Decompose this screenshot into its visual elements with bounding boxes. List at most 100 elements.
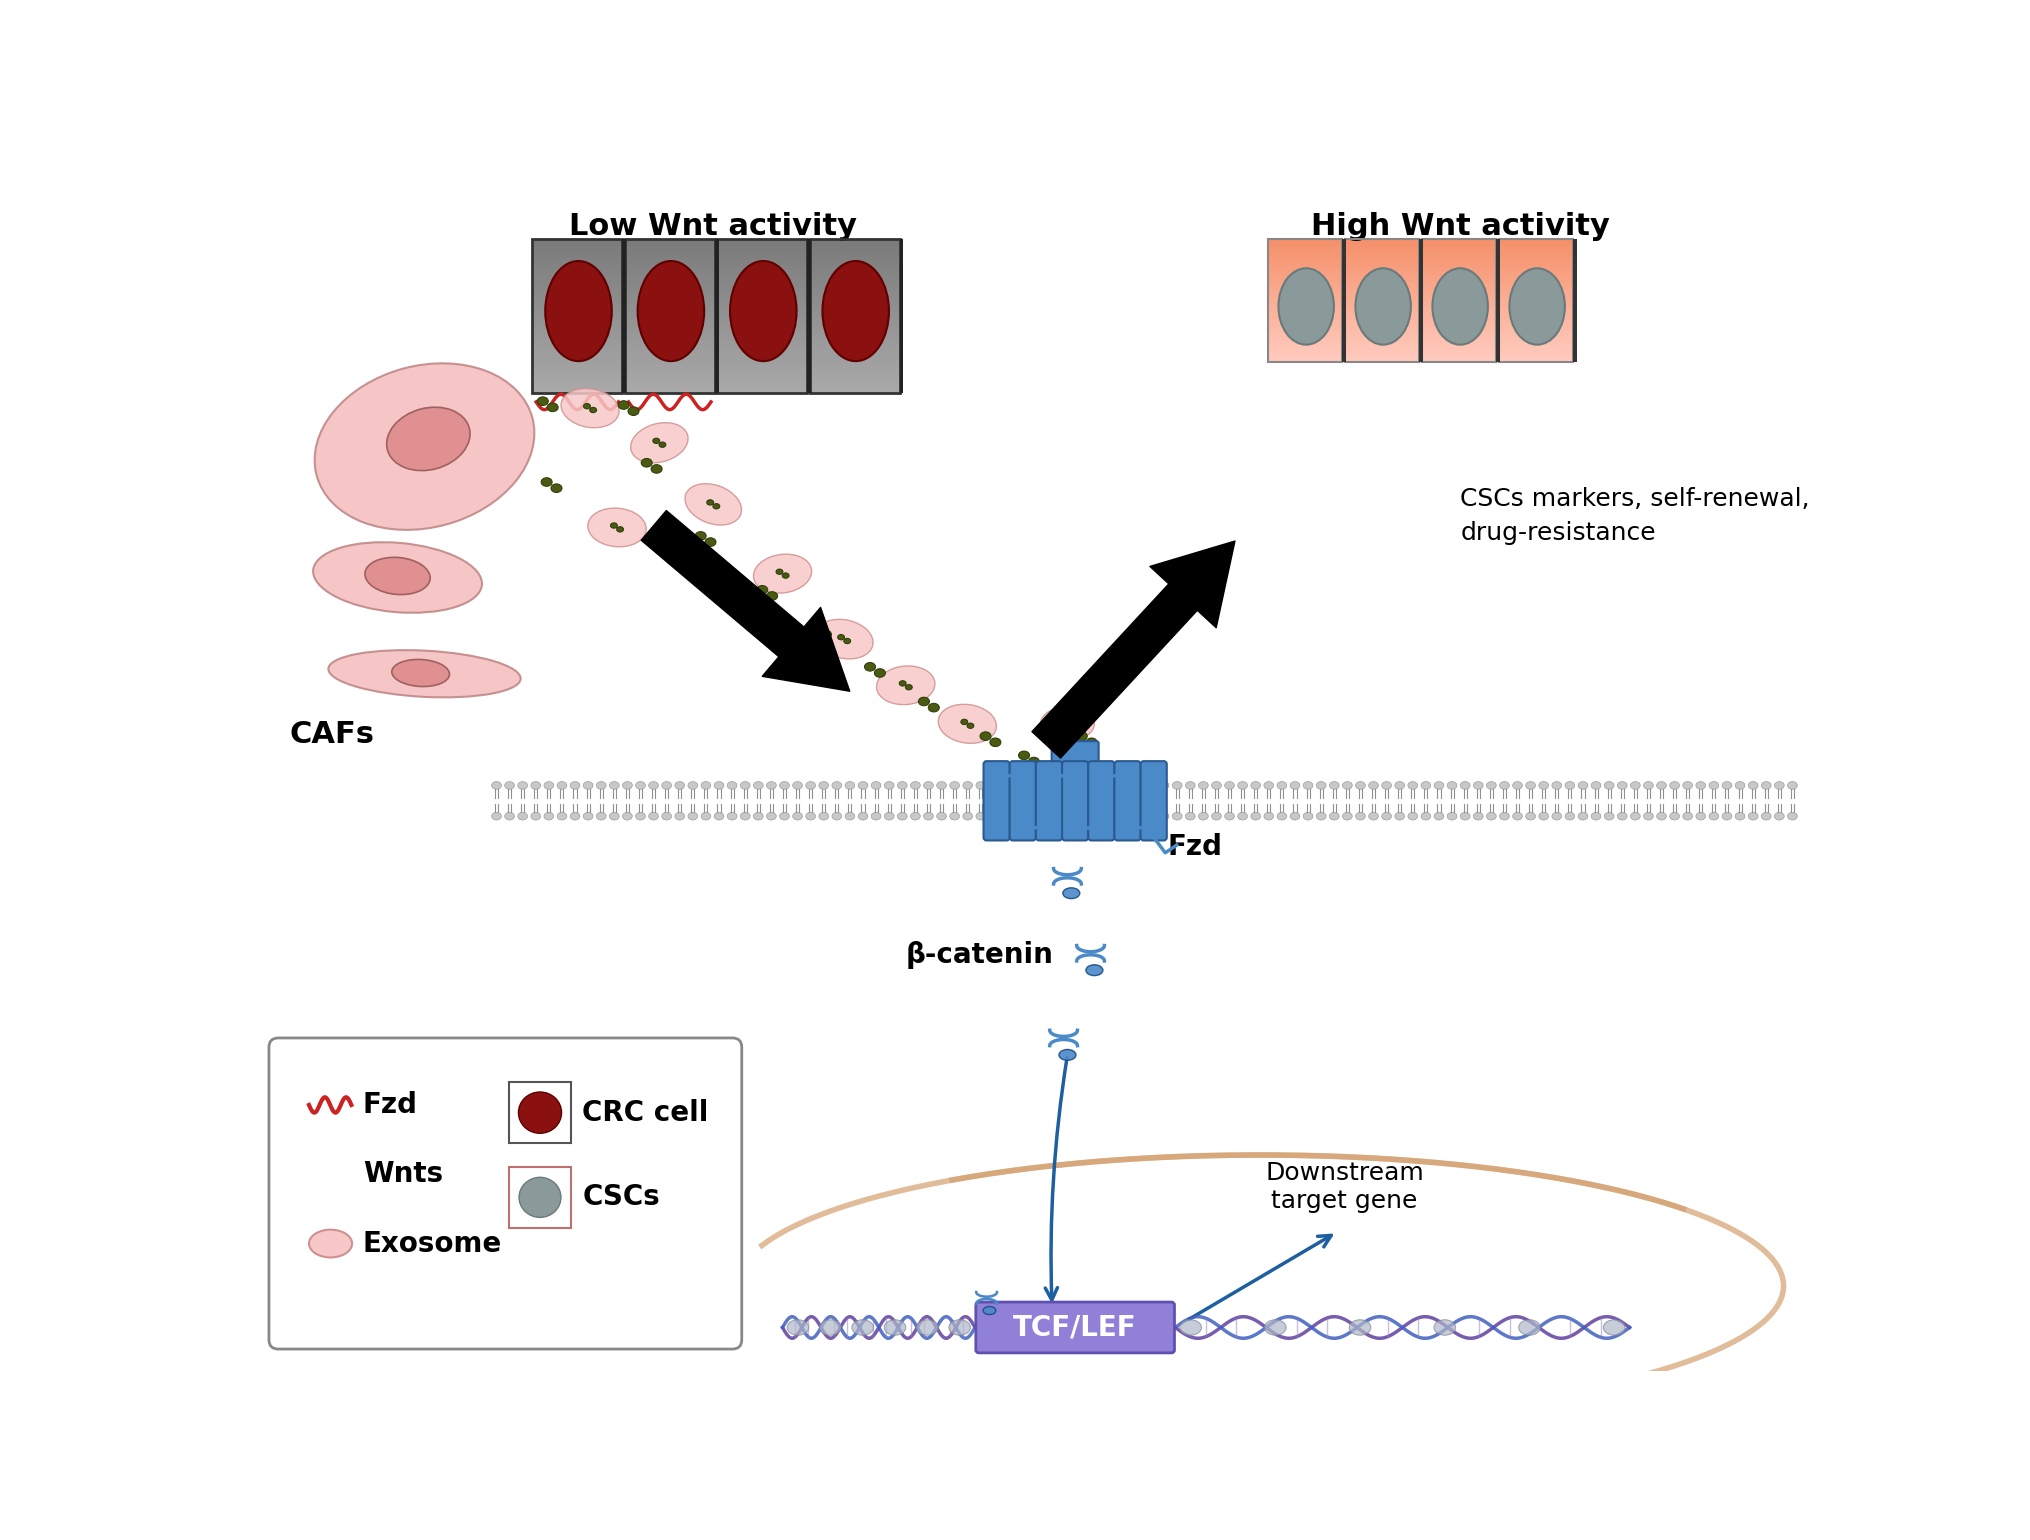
Ellipse shape	[1577, 812, 1587, 819]
Ellipse shape	[1498, 781, 1508, 788]
Bar	[717, 371, 806, 374]
Bar	[1421, 251, 1496, 254]
Bar	[510, 1140, 570, 1141]
Bar	[625, 331, 715, 334]
Bar	[810, 306, 899, 310]
Ellipse shape	[989, 781, 999, 788]
Bar	[810, 328, 899, 331]
Ellipse shape	[810, 624, 822, 633]
Bar	[625, 356, 715, 359]
Ellipse shape	[1486, 812, 1496, 819]
Bar	[1344, 239, 1419, 242]
Bar	[1498, 280, 1573, 283]
Ellipse shape	[540, 477, 552, 487]
Ellipse shape	[1303, 781, 1311, 788]
Bar	[810, 273, 899, 276]
Ellipse shape	[851, 1320, 873, 1335]
Ellipse shape	[1315, 812, 1326, 819]
Bar	[717, 328, 806, 331]
Ellipse shape	[1263, 812, 1273, 819]
Bar	[510, 1109, 570, 1110]
Ellipse shape	[1186, 781, 1194, 788]
Bar	[1421, 293, 1496, 296]
Bar	[510, 1090, 570, 1092]
Bar	[1498, 242, 1573, 245]
Ellipse shape	[313, 542, 481, 613]
Bar	[625, 285, 715, 288]
Bar	[1498, 305, 1573, 308]
Bar	[715, 239, 719, 393]
Ellipse shape	[1058, 1050, 1076, 1060]
Ellipse shape	[1551, 812, 1561, 819]
Bar	[1421, 340, 1496, 343]
Bar	[510, 1141, 570, 1143]
Bar	[510, 1112, 570, 1115]
Ellipse shape	[674, 812, 684, 819]
Ellipse shape	[1133, 781, 1143, 788]
Ellipse shape	[739, 812, 749, 819]
Ellipse shape	[589, 407, 597, 413]
Bar	[510, 1100, 570, 1101]
Ellipse shape	[844, 781, 855, 788]
Ellipse shape	[1224, 812, 1234, 819]
Bar	[532, 325, 621, 328]
Ellipse shape	[1080, 812, 1090, 819]
Ellipse shape	[950, 781, 958, 788]
FancyBboxPatch shape	[1035, 761, 1062, 841]
Bar	[1344, 256, 1419, 259]
Ellipse shape	[1565, 812, 1573, 819]
Bar	[532, 251, 621, 254]
Bar	[717, 337, 806, 340]
Bar	[1421, 291, 1496, 294]
Bar	[510, 1190, 570, 1192]
Bar	[532, 359, 621, 362]
Bar	[1267, 328, 1342, 331]
Bar	[1344, 317, 1419, 320]
Bar	[625, 374, 715, 377]
Bar	[1498, 333, 1573, 336]
Ellipse shape	[1017, 752, 1029, 759]
Bar	[1344, 308, 1419, 311]
Bar	[625, 380, 715, 383]
Bar	[532, 285, 621, 288]
Bar	[510, 1126, 570, 1129]
Bar	[510, 1186, 570, 1189]
Bar	[625, 273, 715, 276]
Bar	[532, 288, 621, 291]
Bar	[532, 263, 621, 266]
Ellipse shape	[832, 812, 840, 819]
Ellipse shape	[1277, 812, 1287, 819]
Ellipse shape	[883, 1320, 905, 1335]
Ellipse shape	[989, 738, 1001, 747]
Bar	[510, 1110, 570, 1112]
Ellipse shape	[1721, 781, 1732, 788]
Bar	[510, 1121, 570, 1123]
Ellipse shape	[1027, 758, 1039, 765]
Bar	[1421, 266, 1496, 269]
Ellipse shape	[518, 1092, 560, 1133]
Bar	[810, 303, 899, 306]
Bar	[810, 263, 899, 266]
Bar	[810, 279, 899, 282]
Ellipse shape	[704, 537, 717, 547]
Bar	[810, 359, 899, 362]
Bar	[1267, 260, 1342, 263]
Ellipse shape	[1407, 812, 1417, 819]
Ellipse shape	[792, 781, 802, 788]
Ellipse shape	[1041, 781, 1052, 788]
Ellipse shape	[1486, 781, 1496, 788]
Bar	[1267, 283, 1342, 286]
Ellipse shape	[1518, 1320, 1539, 1335]
Bar	[625, 291, 715, 294]
Bar	[1267, 345, 1342, 348]
Bar	[510, 1135, 570, 1137]
Ellipse shape	[753, 781, 763, 788]
FancyBboxPatch shape	[974, 1301, 1173, 1352]
Bar	[717, 319, 806, 322]
Bar	[717, 380, 806, 383]
Bar	[510, 1181, 570, 1183]
Bar	[510, 1204, 570, 1207]
Bar	[810, 300, 899, 303]
Ellipse shape	[311, 1166, 323, 1175]
Ellipse shape	[962, 781, 972, 788]
